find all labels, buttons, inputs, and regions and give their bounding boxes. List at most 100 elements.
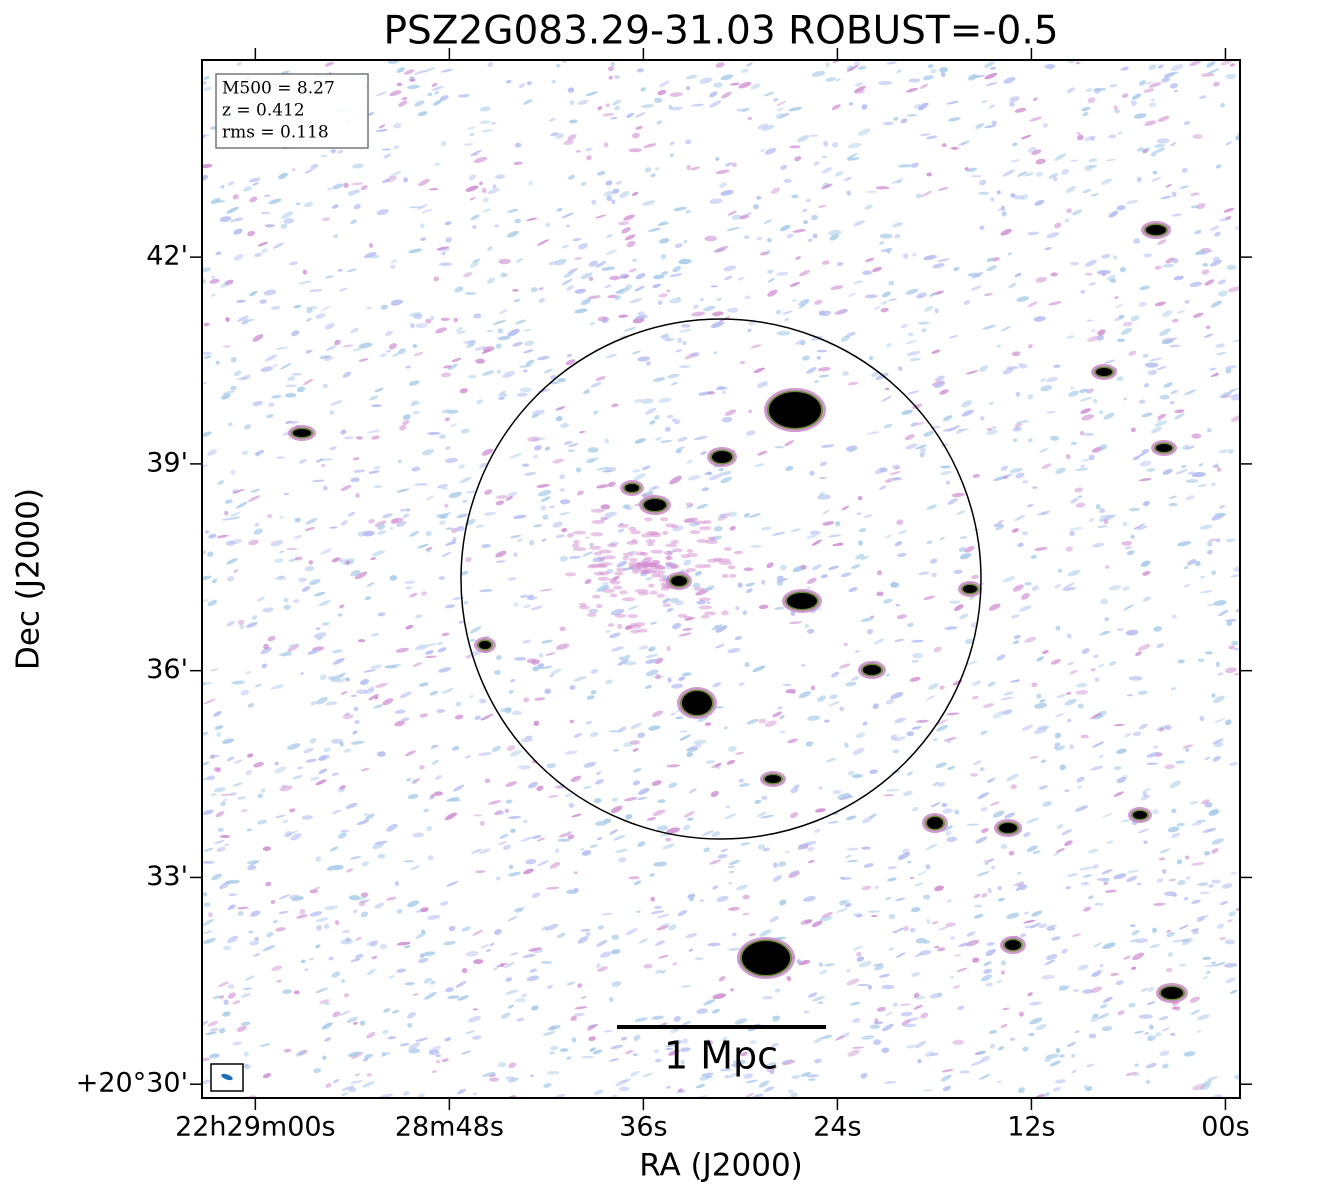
noise-speck — [1170, 687, 1177, 691]
noise-speck — [1080, 464, 1086, 468]
noise-speck — [1133, 523, 1146, 530]
noise-speck — [1017, 542, 1024, 547]
noise-speck — [373, 485, 383, 489]
noise-speck — [816, 355, 822, 360]
noise-speck — [996, 190, 1001, 195]
noise-speck — [1009, 1037, 1016, 1041]
noise-speck — [364, 252, 377, 259]
noise-speck — [800, 1071, 811, 1077]
noise-speck — [838, 663, 851, 669]
x-tick-label: 36s — [619, 1112, 667, 1143]
noise-speck — [247, 495, 261, 502]
noise-speck — [1032, 486, 1038, 489]
noise-speck — [481, 187, 487, 194]
noise-speck — [291, 896, 304, 902]
noise-speck — [704, 472, 713, 476]
noise-speck — [577, 983, 583, 988]
noise-speck — [1202, 263, 1209, 267]
noise-speck — [612, 188, 620, 194]
noise-speck — [371, 404, 382, 408]
noise-speck — [444, 541, 456, 546]
noise-speck — [331, 809, 342, 814]
noise-speck — [940, 71, 946, 78]
noise-speck — [977, 1050, 987, 1055]
noise-speck — [837, 792, 851, 800]
noise-speck — [1066, 718, 1072, 723]
noise-speck — [656, 825, 669, 831]
noise-speck — [323, 923, 330, 930]
noise-speck — [213, 711, 222, 717]
noise-speck — [591, 199, 597, 205]
noise-speck — [1133, 113, 1147, 119]
noise-speck — [906, 390, 920, 395]
noise-speck — [509, 453, 523, 459]
noise-speck — [320, 458, 333, 461]
noise-speck — [332, 657, 345, 665]
noise-speck — [566, 981, 576, 986]
noise-speck — [548, 117, 556, 122]
noise-speck — [1215, 661, 1220, 668]
noise-speck — [846, 65, 859, 72]
noise-speck — [359, 1020, 366, 1026]
noise-speck — [883, 121, 894, 126]
noise-speck — [669, 475, 682, 485]
noise-speck — [934, 946, 940, 949]
noise-speck — [386, 175, 397, 183]
noise-speck — [742, 912, 750, 916]
noise-speck — [682, 340, 687, 346]
noise-speck — [681, 985, 692, 988]
noise-speck — [858, 528, 867, 533]
noise-speck — [504, 707, 512, 714]
noise-speck — [243, 186, 253, 192]
noise-speck — [364, 596, 372, 601]
noise-speck — [1145, 1062, 1157, 1069]
noise-speck — [1151, 427, 1162, 434]
noise-speck — [294, 534, 302, 539]
noise-speck — [761, 124, 775, 131]
noise-speck — [505, 781, 517, 787]
noise-speck — [896, 69, 902, 73]
noise-speck — [1061, 948, 1068, 954]
noise-speck — [898, 366, 903, 372]
noise-speck — [779, 730, 786, 734]
noise-speck — [469, 626, 482, 634]
noise-speck — [675, 716, 684, 720]
noise-speck — [626, 112, 635, 118]
noise-speck — [525, 859, 537, 865]
noise-speck — [434, 163, 441, 166]
noise-speck — [617, 221, 630, 226]
noise-speck — [441, 551, 452, 557]
noise-speck — [1015, 679, 1020, 682]
noise-speck — [1072, 989, 1080, 992]
noise-speck — [1071, 1069, 1077, 1073]
noise-speck — [505, 799, 513, 804]
noise-speck — [1213, 695, 1225, 704]
noise-speck — [842, 371, 850, 376]
noise-speck — [348, 1051, 360, 1057]
noise-speck — [1211, 693, 1216, 698]
noise-speck — [479, 589, 493, 593]
noise-speck — [1077, 964, 1089, 971]
noise-speck — [411, 400, 420, 406]
noise-speck — [1054, 222, 1062, 229]
noise-speck — [1213, 81, 1220, 87]
noise-speck — [790, 610, 796, 617]
noise-speck — [517, 538, 523, 542]
noise-speck — [495, 550, 507, 558]
noise-speck — [224, 499, 233, 504]
noise-speck — [585, 720, 593, 725]
noise-speck — [878, 80, 893, 86]
noise-speck — [512, 341, 523, 347]
noise-speck — [857, 983, 869, 987]
noise-speck — [250, 488, 261, 493]
noise-speck — [482, 197, 489, 203]
noise-speck — [435, 1060, 441, 1064]
noise-speck — [747, 328, 752, 333]
noise-speck — [521, 993, 527, 998]
noise-speck — [422, 449, 435, 456]
noise-speck — [1046, 232, 1060, 239]
noise-speck — [350, 219, 358, 225]
noise-speck — [202, 809, 214, 815]
noise-speck — [304, 968, 309, 972]
noise-speck — [1185, 495, 1195, 501]
